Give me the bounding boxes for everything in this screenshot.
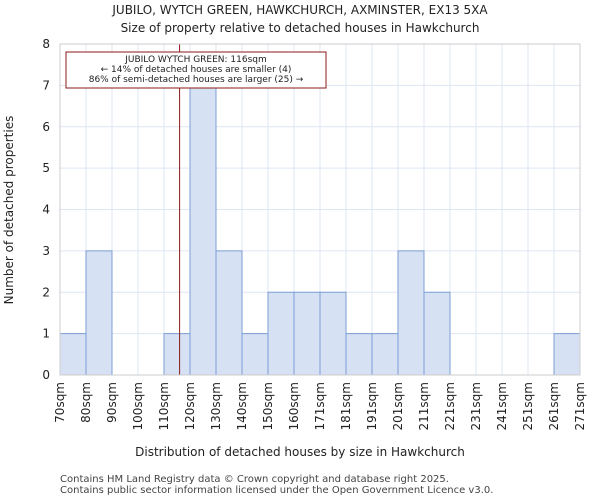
y-tick-label: 1 bbox=[42, 327, 50, 341]
bar bbox=[215, 250, 243, 376]
y-tick-labels: 0 1 2 3 4 5 6 7 8 bbox=[42, 37, 50, 382]
annotation-line: ← 14% of detached houses are smaller (4) bbox=[101, 65, 292, 75]
marker: JUBILO WYTCH GREEN: 116sqm← 14% of detac… bbox=[65, 44, 327, 375]
y-tick-label: 0 bbox=[42, 368, 50, 382]
y-tick-label: 5 bbox=[42, 161, 50, 175]
bar bbox=[189, 84, 217, 376]
annotation-line: 86% of semi-detached houses are larger (… bbox=[89, 75, 304, 85]
x-tick-label: 80sqm bbox=[79, 382, 93, 423]
x-tick-label: 201sqm bbox=[391, 382, 405, 430]
bar bbox=[553, 333, 581, 376]
chart-subtitle: Size of property relative to detached ho… bbox=[121, 21, 480, 35]
x-tick-label: 191sqm bbox=[365, 382, 379, 430]
annotation-box bbox=[65, 51, 327, 89]
x-tick-labels: 70sqm 80sqm 90sqm 100sqm 110sqm 120sqm 130sqm 1… bbox=[53, 382, 587, 430]
y-tick-label: 2 bbox=[42, 285, 50, 299]
bar bbox=[319, 291, 347, 376]
footer-copyright: Contains HM Land Registry data © Crown c… bbox=[60, 474, 449, 485]
y-axis-label: Number of detached properties bbox=[2, 116, 16, 305]
annotation-line: JUBILO WYTCH GREEN: 116sqm bbox=[124, 55, 267, 65]
bar bbox=[371, 333, 399, 376]
x-tick-label: 211sqm bbox=[417, 382, 431, 430]
bar bbox=[241, 333, 269, 376]
bar bbox=[397, 250, 425, 376]
x-tick-label: 271sqm bbox=[573, 382, 587, 430]
x-tick-label: 251sqm bbox=[521, 382, 535, 430]
x-tick-label: 130sqm bbox=[209, 382, 223, 430]
y-tick-label: 6 bbox=[42, 120, 50, 134]
chart: JUBILO, WYTCH GREEN, HAWKCHURCH, AXMINST… bbox=[2, 3, 587, 459]
plot-frame bbox=[59, 43, 581, 376]
y-tick-label: 8 bbox=[42, 37, 50, 51]
x-tick-label: 241sqm bbox=[495, 382, 509, 430]
x-tick-label: 110sqm bbox=[157, 382, 171, 430]
chart-title: JUBILO, WYTCH GREEN, HAWKCHURCH, AXMINST… bbox=[111, 3, 488, 17]
x-tick-label: 160sqm bbox=[287, 382, 301, 430]
bar bbox=[267, 291, 295, 376]
x-tick-label: 120sqm bbox=[183, 382, 197, 430]
bar bbox=[345, 333, 373, 376]
y-tick-label: 4 bbox=[42, 203, 50, 217]
x-tick-label: 150sqm bbox=[261, 382, 275, 430]
x-axis-label: Distribution of detached houses by size … bbox=[135, 445, 465, 459]
bar bbox=[163, 333, 191, 376]
bar bbox=[293, 291, 321, 376]
y-tick-label: 3 bbox=[42, 244, 50, 258]
x-tick-label: 140sqm bbox=[235, 382, 249, 430]
x-tick-label: 70sqm bbox=[53, 382, 67, 423]
bar bbox=[85, 250, 113, 376]
x-tick-label: 181sqm bbox=[339, 382, 353, 430]
x-tick-label: 100sqm bbox=[131, 382, 145, 430]
footer-licence: Contains public sector information licen… bbox=[60, 485, 494, 496]
x-tick-label: 221sqm bbox=[443, 382, 457, 430]
bar bbox=[59, 333, 87, 376]
x-tick-label: 231sqm bbox=[469, 382, 483, 430]
x-tick-label: 171sqm bbox=[313, 382, 327, 430]
x-tick-label: 261sqm bbox=[547, 382, 561, 430]
bar bbox=[423, 291, 451, 376]
y-tick-label: 7 bbox=[42, 78, 50, 92]
x-tick-label: 90sqm bbox=[105, 382, 119, 423]
